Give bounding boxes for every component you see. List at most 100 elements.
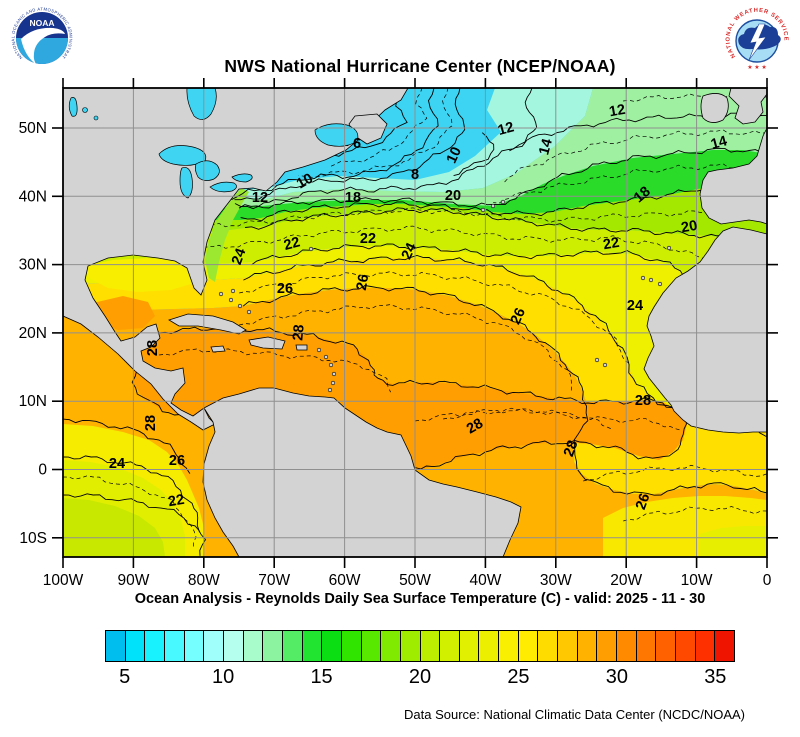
contour-label: 6 bbox=[353, 136, 361, 152]
colorbar-segment bbox=[263, 631, 283, 661]
contour-label: 28 bbox=[464, 416, 486, 438]
data-source-note: Data Source: National Climatic Data Cent… bbox=[404, 707, 745, 722]
contour-line bbox=[63, 418, 191, 474]
contour-label: 22 bbox=[360, 231, 376, 247]
contour-label: 20 bbox=[445, 188, 461, 204]
island bbox=[657, 281, 663, 287]
colorbar-segment bbox=[184, 631, 205, 661]
noaa-bird-icon bbox=[21, 27, 65, 65]
contour-line bbox=[239, 304, 572, 391]
x-tick-label: 30W bbox=[540, 572, 572, 589]
y-tick-label: 30N bbox=[19, 257, 47, 274]
lake bbox=[194, 160, 220, 181]
y-tick-label: 50N bbox=[19, 120, 47, 137]
noaa-logo-label: NOAA bbox=[29, 18, 54, 28]
island bbox=[230, 288, 236, 294]
temperature-colorbar bbox=[105, 630, 735, 662]
landmass bbox=[728, 88, 767, 125]
colorbar-segment bbox=[341, 631, 362, 661]
colorbar-segment bbox=[656, 631, 677, 661]
contour-label: 28 bbox=[635, 393, 651, 409]
landmass bbox=[168, 313, 247, 335]
colorbar-segment bbox=[538, 631, 559, 661]
noaa-logo: NATIONAL OCEANIC AND ATMOSPHERIC ADMINIS… bbox=[7, 3, 75, 71]
island bbox=[218, 291, 224, 297]
colorbar-segment bbox=[558, 631, 578, 661]
lake bbox=[68, 97, 78, 117]
landmass bbox=[295, 344, 308, 351]
colorbar-segment bbox=[420, 631, 441, 661]
contour-line bbox=[239, 271, 631, 364]
sst-band bbox=[83, 258, 195, 292]
colorbar-segment bbox=[282, 631, 303, 661]
landmass bbox=[700, 93, 729, 123]
x-tick-label: 0 bbox=[763, 572, 772, 589]
colorbar-segment bbox=[204, 631, 224, 661]
contour-label: 28 bbox=[145, 340, 161, 356]
nws-logo: NATIONAL WEATHER SERVICE ★ ★ ★ bbox=[724, 7, 790, 73]
island bbox=[228, 297, 234, 303]
y-tick-label: 0 bbox=[38, 462, 47, 479]
lake bbox=[209, 181, 237, 193]
landmass bbox=[202, 387, 522, 557]
colorbar-tick-label: 35 bbox=[704, 666, 727, 688]
colorbar-segment bbox=[361, 631, 382, 661]
contour-label: 22 bbox=[167, 492, 186, 511]
contour-label: 22 bbox=[602, 235, 621, 254]
contour-label: 28 bbox=[143, 415, 159, 431]
lake bbox=[179, 167, 193, 199]
contour-line bbox=[238, 147, 767, 209]
contour-label: 22 bbox=[282, 234, 302, 254]
contour-line bbox=[443, 407, 613, 430]
colorbar-segment bbox=[440, 631, 460, 661]
island bbox=[316, 347, 322, 353]
contour-label: 14 bbox=[536, 137, 556, 157]
contour-line bbox=[63, 207, 767, 231]
colorbar-segment bbox=[479, 631, 500, 661]
sst-band bbox=[63, 88, 593, 202]
y-tick-label: 40N bbox=[19, 188, 47, 205]
contour-label: 26 bbox=[277, 281, 293, 297]
nws-stars: ★ ★ ★ bbox=[747, 64, 766, 71]
y-tick-label: 10S bbox=[19, 530, 47, 547]
colorbar-segment bbox=[617, 631, 637, 661]
contour-label: 18 bbox=[631, 184, 654, 207]
island bbox=[480, 207, 486, 213]
map-caption: Ocean Analysis - Reynolds Daily Sea Surf… bbox=[134, 591, 706, 607]
x-tick-label: 70W bbox=[258, 572, 290, 589]
colorbar-segment bbox=[106, 631, 126, 661]
sst-band bbox=[63, 246, 767, 438]
contour-line bbox=[63, 493, 207, 556]
contour-label: 12 bbox=[608, 102, 627, 121]
island bbox=[237, 303, 243, 309]
contour-label: 10 bbox=[444, 145, 465, 166]
x-tick-label: 80W bbox=[188, 572, 220, 589]
contour-line bbox=[234, 88, 466, 201]
x-tick-label: 20W bbox=[610, 572, 642, 589]
island bbox=[594, 357, 600, 363]
contour-label: 26 bbox=[354, 273, 373, 292]
colorbar-segment bbox=[636, 631, 657, 661]
lake bbox=[93, 115, 99, 121]
contour-line bbox=[583, 464, 767, 482]
map-content: 6 8 10 10 12 12 12 14 14 18 18 20 20 22 22 22 22 24 24 24 24… bbox=[63, 88, 767, 557]
colorbar-segment bbox=[302, 631, 323, 661]
contour-line bbox=[159, 348, 391, 393]
sst-band bbox=[699, 526, 767, 557]
colorbar-segment bbox=[243, 631, 264, 661]
contour-label: 14 bbox=[709, 133, 729, 153]
island bbox=[308, 246, 314, 252]
lake bbox=[82, 107, 88, 113]
colorbar-tick-label: 10 bbox=[212, 666, 235, 688]
colorbar-segment bbox=[715, 631, 734, 661]
sst-band bbox=[63, 498, 165, 557]
contour-line bbox=[243, 255, 767, 423]
island bbox=[246, 309, 252, 315]
island bbox=[666, 245, 672, 251]
contour-label: 10 bbox=[294, 171, 316, 193]
lake bbox=[314, 123, 359, 147]
y-tick-label: 20N bbox=[19, 325, 47, 342]
colorbar-tick-label: 5 bbox=[119, 666, 131, 688]
contour-line bbox=[231, 88, 439, 201]
contour-label: 12 bbox=[496, 119, 516, 139]
